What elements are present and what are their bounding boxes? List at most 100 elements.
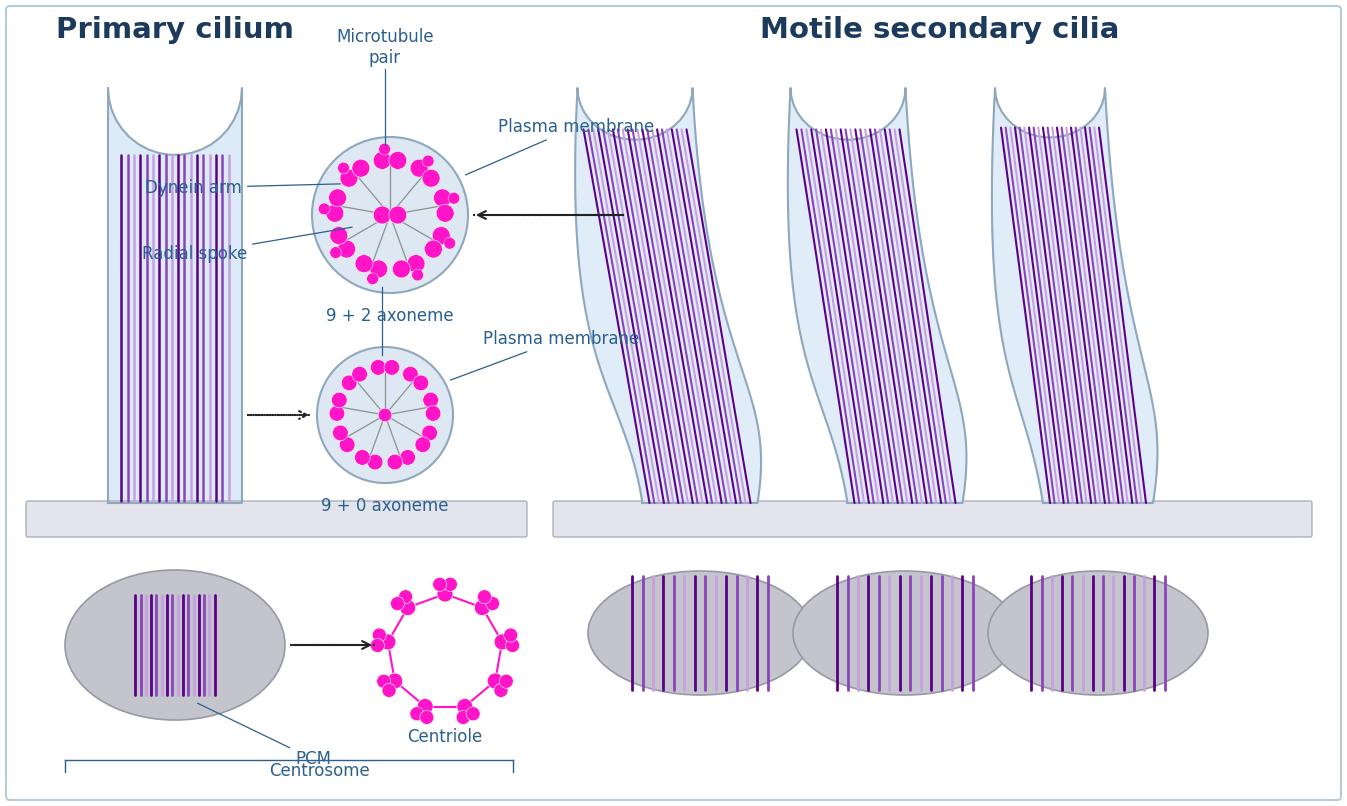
Circle shape <box>477 590 492 604</box>
Circle shape <box>377 675 391 688</box>
Circle shape <box>414 375 428 391</box>
Polygon shape <box>788 88 966 503</box>
Text: Dynein arm: Dynein arm <box>145 179 341 197</box>
Circle shape <box>415 437 431 452</box>
Text: Microtubule
pair: Microtubule pair <box>333 246 431 285</box>
Circle shape <box>313 137 467 293</box>
Text: PCM: PCM <box>198 703 331 768</box>
Circle shape <box>329 405 345 422</box>
Circle shape <box>426 405 440 422</box>
Circle shape <box>412 269 423 280</box>
Circle shape <box>369 260 388 278</box>
Circle shape <box>318 203 330 214</box>
Circle shape <box>403 367 418 382</box>
Text: Motile secondary cilia: Motile secondary cilia <box>760 16 1119 44</box>
Circle shape <box>466 707 480 721</box>
Circle shape <box>326 204 343 222</box>
Circle shape <box>392 260 411 278</box>
Circle shape <box>370 359 387 376</box>
Circle shape <box>500 675 513 688</box>
Circle shape <box>389 206 407 224</box>
Circle shape <box>389 152 407 169</box>
Circle shape <box>330 247 342 259</box>
Text: Microtubule
pair: Microtubule pair <box>337 28 434 67</box>
Text: 9 + 0 axoneme: 9 + 0 axoneme <box>321 497 449 515</box>
Ellipse shape <box>65 570 286 720</box>
Text: Plasma membrane: Plasma membrane <box>451 330 640 380</box>
Circle shape <box>424 240 442 258</box>
Circle shape <box>387 673 403 689</box>
Circle shape <box>373 206 391 224</box>
Polygon shape <box>575 88 761 503</box>
Circle shape <box>432 226 450 244</box>
Circle shape <box>409 160 428 177</box>
Circle shape <box>372 628 387 642</box>
Circle shape <box>338 240 356 258</box>
Circle shape <box>391 596 404 611</box>
Circle shape <box>457 699 473 714</box>
FancyBboxPatch shape <box>26 501 527 537</box>
Circle shape <box>380 634 396 650</box>
Circle shape <box>422 425 438 441</box>
Circle shape <box>352 367 368 382</box>
Circle shape <box>354 450 370 465</box>
Circle shape <box>494 634 511 650</box>
Ellipse shape <box>987 571 1208 695</box>
Circle shape <box>384 359 400 376</box>
Circle shape <box>494 683 508 697</box>
Circle shape <box>423 393 439 408</box>
Circle shape <box>485 596 500 611</box>
Text: Plasma membrane: Plasma membrane <box>466 118 655 175</box>
Circle shape <box>317 347 453 483</box>
Circle shape <box>373 152 391 169</box>
Circle shape <box>504 628 517 642</box>
Circle shape <box>420 710 434 725</box>
Polygon shape <box>991 88 1157 503</box>
Circle shape <box>423 156 434 167</box>
Circle shape <box>400 450 415 465</box>
Circle shape <box>436 586 453 602</box>
FancyBboxPatch shape <box>5 6 1342 800</box>
Circle shape <box>352 160 370 177</box>
Polygon shape <box>108 88 242 503</box>
Circle shape <box>329 189 346 207</box>
Circle shape <box>443 577 457 592</box>
Circle shape <box>331 393 348 408</box>
Circle shape <box>339 169 358 187</box>
Circle shape <box>407 255 424 272</box>
Circle shape <box>474 600 490 616</box>
Ellipse shape <box>793 571 1017 695</box>
Circle shape <box>449 193 459 204</box>
Circle shape <box>379 408 392 422</box>
Circle shape <box>368 455 383 470</box>
Circle shape <box>366 273 379 285</box>
Circle shape <box>422 169 440 187</box>
Circle shape <box>434 189 451 207</box>
Circle shape <box>488 673 504 689</box>
Ellipse shape <box>589 571 812 695</box>
Text: Centrosome: Centrosome <box>269 762 370 780</box>
Circle shape <box>338 162 349 174</box>
Circle shape <box>339 437 356 452</box>
Circle shape <box>505 638 520 652</box>
Text: Primary cilium: Primary cilium <box>57 16 294 44</box>
Circle shape <box>383 683 396 697</box>
Text: Radial spoke: Radial spoke <box>141 227 352 263</box>
Circle shape <box>418 699 434 714</box>
Circle shape <box>399 590 412 604</box>
Circle shape <box>330 226 348 244</box>
Circle shape <box>356 255 373 272</box>
Circle shape <box>436 204 454 222</box>
Circle shape <box>387 455 403 470</box>
Circle shape <box>379 143 391 155</box>
Circle shape <box>341 375 357 391</box>
Text: Centriole: Centriole <box>407 728 482 746</box>
Circle shape <box>457 710 470 725</box>
Circle shape <box>333 425 348 441</box>
Circle shape <box>400 600 416 616</box>
Circle shape <box>370 638 384 652</box>
FancyBboxPatch shape <box>554 501 1312 537</box>
Circle shape <box>432 577 447 592</box>
Circle shape <box>409 707 424 721</box>
Circle shape <box>445 238 455 249</box>
